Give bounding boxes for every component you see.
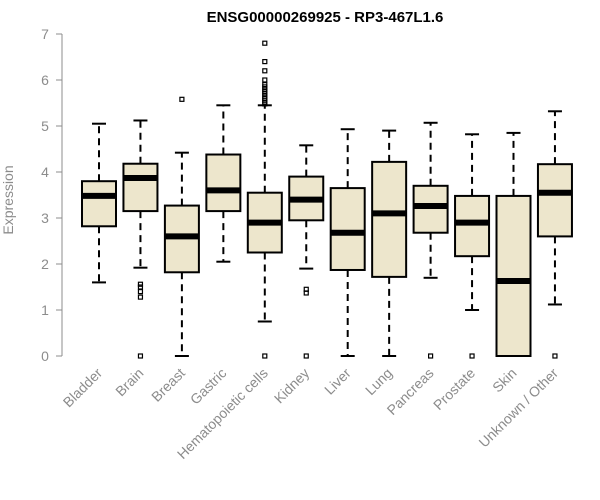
y-axis: 0 1 2 3 4 5 6 7 [41,26,63,364]
outlier-point [137,289,144,295]
outlier-point [137,294,144,300]
box-iqr [536,163,573,238]
outlier-point [262,68,268,74]
box-10 [454,133,491,359]
y-tick-label: 0 [41,348,49,364]
outlier-point [179,96,185,102]
y-tick-label: 5 [41,118,49,134]
x-category-label: Liver [321,365,354,398]
box-iqr [329,187,366,271]
x-category-label: Breast [148,365,188,405]
box-iqr [81,180,117,228]
y-tick-label: 4 [41,164,49,180]
outlier-point [552,353,558,359]
x-category-label: Prostate [430,365,478,413]
outlier-point [303,286,309,292]
y-tick-label: 7 [41,26,49,42]
box-3 [163,96,200,357]
box-iqr [205,153,242,213]
outlier-point [262,77,268,83]
outlier-point [137,284,144,290]
box-2 [122,119,159,359]
box-1 [81,122,117,284]
box-iqr [454,194,491,258]
outlier-point [137,281,144,287]
outlier-point [137,353,144,359]
box-4 [205,104,242,263]
boxes-layer [81,40,573,359]
box-iqr [371,160,408,278]
box-5 [246,40,283,359]
y-tick-label: 1 [41,302,49,318]
chart-title: ENSG00000269925 - RP3-467L1.6 [207,9,444,26]
x-category-label: Unknown / Other [475,365,561,451]
box-iqr [495,194,532,357]
outlier-point [303,353,309,359]
x-category-label: Lung [362,365,395,398]
outlier-point [428,353,434,359]
box-12 [536,110,573,359]
y-axis-title: Expression [0,165,16,234]
outlier-point [469,353,475,359]
x-category-label: Skin [489,365,520,396]
y-tick-label: 3 [41,210,49,226]
outlier-point [262,58,268,65]
box-6 [288,144,325,359]
y-tick-label: 2 [41,256,49,272]
box-8 [371,129,408,357]
x-category-label: Kidney [271,365,313,407]
box-11 [495,131,532,357]
box-7 [329,128,366,357]
box-9 [412,121,449,359]
box-iqr [412,184,449,234]
outlier-point [262,40,268,46]
x-category-label: Bladder [60,365,106,411]
outlier-point [262,353,268,359]
y-tick-label: 6 [41,72,49,88]
x-category-label: Brain [112,365,146,399]
box-iqr [122,162,159,213]
